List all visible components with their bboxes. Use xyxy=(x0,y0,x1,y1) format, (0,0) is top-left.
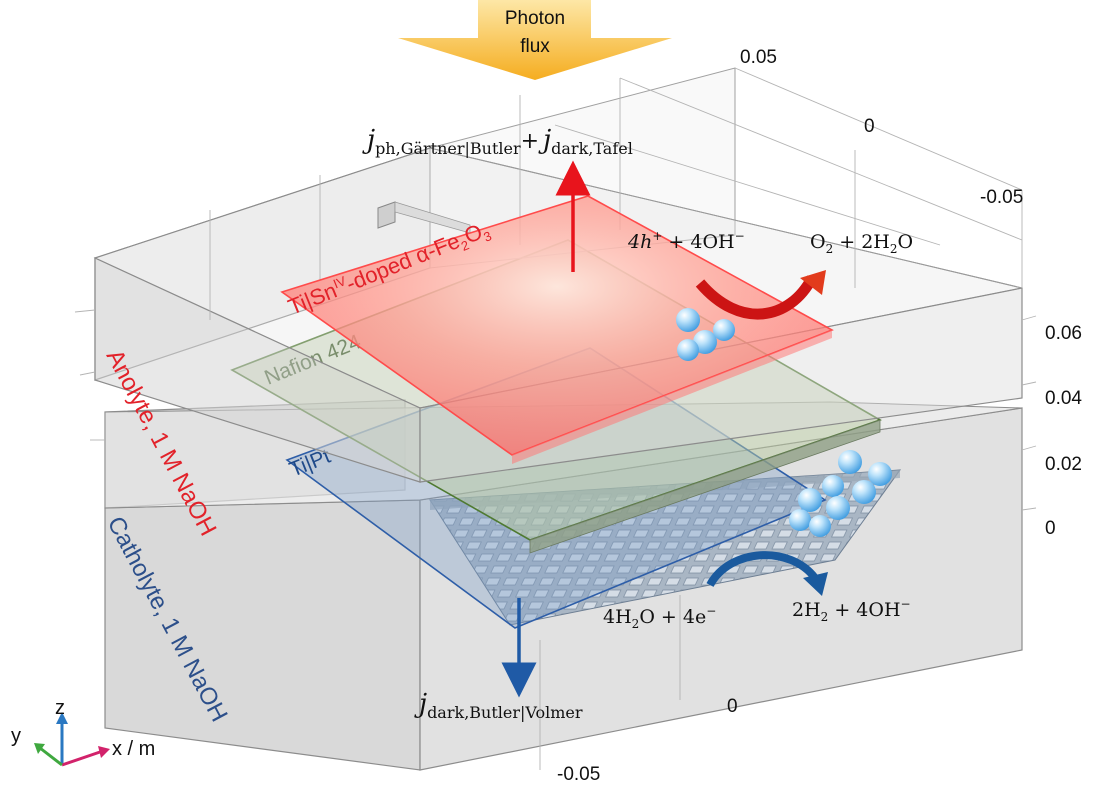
oer-curved-arrowhead xyxy=(800,270,826,295)
tick-label: 0 xyxy=(1045,518,1056,539)
bubble xyxy=(826,496,850,520)
her-curved-arrowhead xyxy=(803,572,828,596)
tick-label: 0.06 xyxy=(1045,323,1082,344)
bubble xyxy=(693,330,717,354)
bubble xyxy=(798,488,822,512)
tick-label: 0.04 xyxy=(1045,388,1082,409)
photon-flux-label-2: flux xyxy=(520,36,550,57)
her-curved-arrow xyxy=(706,551,819,588)
photon-flux-arrow: Photon flux xyxy=(398,0,672,80)
bubble xyxy=(852,480,876,504)
oer-products: O2 + 2H2O xyxy=(810,231,913,256)
triad-x-axis xyxy=(61,750,101,767)
bubble xyxy=(838,450,862,474)
y-axis-ticks: 0.05 0 -0.05 xyxy=(740,47,1023,208)
bubble xyxy=(822,475,844,497)
membrane-edge xyxy=(529,419,881,554)
bubble xyxy=(677,339,699,361)
tick-label: 0.02 xyxy=(1045,454,1082,475)
triad-y-axis xyxy=(39,746,63,767)
tick-label: -0.05 xyxy=(980,187,1023,208)
tick-label: 0 xyxy=(864,116,875,137)
oer-reactants: 4h+ + 4OH− xyxy=(627,229,745,253)
bubble xyxy=(713,319,735,341)
bubble xyxy=(789,509,811,531)
oxygen-bubbles xyxy=(676,308,735,361)
her-products: 2H2 + 4OH− xyxy=(792,597,911,624)
tick-label: 0.05 xyxy=(740,47,777,68)
triad-z-label: z xyxy=(55,697,65,719)
triad-x-label: x / m xyxy=(112,738,155,760)
her-reactants: 4H2O + 4e− xyxy=(603,604,716,631)
bubble xyxy=(809,515,831,537)
z-axis-ticks: 0.06 0.04 0.02 0 xyxy=(1045,323,1082,539)
tick-label: 0 xyxy=(727,696,738,717)
anode-current-equation: jph,Gärtner|Butler+ jdark,Tafel xyxy=(362,125,633,158)
bubble xyxy=(676,308,700,332)
photoanode-edge xyxy=(512,330,832,464)
grid-lines xyxy=(74,67,1037,770)
coordinate-triad: z y x / m xyxy=(11,697,155,767)
photon-flux-label-1: Photon xyxy=(505,8,565,29)
triad-y-label: y xyxy=(11,725,21,747)
hydrogen-bubbles xyxy=(789,450,892,537)
oer-curved-arrow xyxy=(695,275,817,320)
bubble xyxy=(868,462,892,486)
tick-label: -0.05 xyxy=(557,764,600,785)
x-axis-ticks: 0 -0.05 xyxy=(557,696,738,785)
